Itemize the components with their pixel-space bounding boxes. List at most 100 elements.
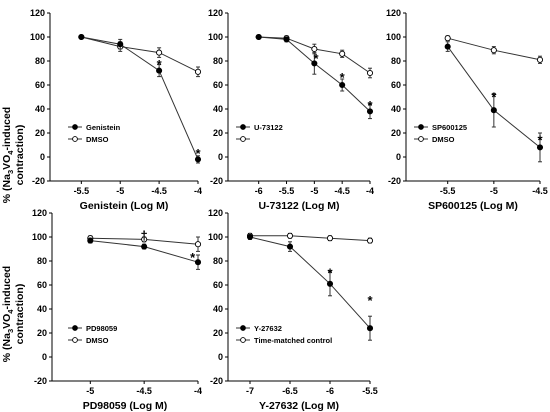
y-tick-label: 80 [391, 56, 401, 66]
chart-panel-4: -20 0 20 40 60 80 100 120 -5 -4.5 -4 PD98059 (Log M… [32, 208, 202, 412]
y-tick-label: 40 [213, 304, 223, 314]
y-tick-label: 80 [37, 256, 47, 266]
x-axis-title: Y-27632 (Log M) [259, 400, 339, 412]
x-tick-label: -5 [310, 186, 318, 196]
y-axis-title-bottom: % (Na3VO4-induced contraction) [1, 266, 26, 362]
data-point [255, 33, 262, 41]
series-line [81, 36, 199, 160]
significance-marker: * [367, 98, 373, 113]
data-point [283, 36, 290, 43]
y-tick-label: 60 [37, 280, 47, 290]
data-point [326, 280, 334, 287]
x-tick-label: -4.5 [334, 186, 350, 196]
x-tick-label: -4 [366, 186, 374, 196]
legend-marker [240, 124, 246, 130]
y-tick-label: 100 [386, 32, 401, 42]
y-tick-label: 20 [37, 328, 47, 338]
legend-label: DMSO [432, 135, 455, 144]
chart-panel-2: -20 0 20 40 60 80 100 120 -6 -5.5 -5 -4.5 -4 U-73122 … [208, 8, 374, 212]
legend-marker [72, 325, 78, 331]
data-point [286, 232, 294, 239]
data-point [78, 33, 85, 41]
chart-panel-5: -20 0 20 40 60 80 100 120 -7 -6.5 -6 -5.5 Y-27632 (L… [208, 208, 378, 412]
legend-marker [418, 136, 424, 142]
y-tick-label: 20 [391, 128, 401, 138]
data-point [194, 156, 202, 163]
x-tick-label: -4.5 [136, 386, 152, 396]
x-tick-label: -7 [246, 386, 254, 396]
x-tick-label: -5 [490, 186, 498, 196]
series-line [250, 235, 371, 242]
data-point [156, 67, 163, 74]
x-tick-label: -5.5 [74, 186, 90, 196]
y-tick-label: 100 [208, 32, 223, 42]
y-tick-label: 40 [37, 304, 47, 314]
data-point [194, 68, 202, 75]
data-point [87, 237, 94, 244]
x-tick-label: -5 [86, 386, 94, 396]
y-axis-title-bottom-line1: % (Na3VO4-induced [1, 266, 15, 362]
y-tick-label: 120 [208, 8, 223, 18]
y-tick-label: 120 [386, 8, 401, 18]
y-tick-label: 60 [213, 80, 223, 90]
data-point [444, 35, 451, 42]
x-axis-title: PD98059 (Log M) [83, 400, 168, 412]
significance-marker: * [313, 51, 319, 66]
legend-label: DMSO [86, 135, 109, 144]
legend-marker [72, 337, 78, 343]
y-tick-label: 0 [218, 152, 223, 162]
x-tick-label: -6.5 [282, 386, 298, 396]
y-tick-label: 0 [42, 352, 47, 362]
y-tick-label: 80 [35, 56, 45, 66]
legend-marker [72, 136, 78, 142]
y-tick-label: -20 [210, 176, 223, 186]
data-point [194, 241, 202, 248]
y-axis-title-top-line1: % (Na3VO4-induced [1, 107, 15, 203]
legend-label: PD98059 [86, 324, 117, 333]
y-tick-label: 0 [40, 152, 45, 162]
data-point [194, 259, 202, 266]
chart-panel-1: -20 0 20 40 60 80 100 120 -5.5 -5 -4.5 -4 Genistein … [30, 8, 202, 212]
legend-marker [240, 337, 246, 343]
data-point [246, 233, 254, 241]
legend-marker [418, 124, 424, 130]
x-tick-label: -6 [326, 386, 334, 396]
legend-label: U-73122 [254, 123, 283, 132]
x-tick-label: -4.5 [151, 186, 167, 196]
significance-marker: * [491, 89, 497, 104]
data-point [141, 236, 148, 243]
y-tick-label: 120 [32, 208, 47, 218]
series-line [249, 236, 371, 329]
y-tick-label: -20 [388, 176, 401, 186]
data-point [366, 237, 374, 244]
x-tick-label: -6 [255, 186, 263, 196]
y-tick-label: 80 [213, 256, 223, 266]
y-tick-label: 60 [391, 80, 401, 90]
y-tick-label: 120 [30, 8, 45, 18]
legend-marker [240, 136, 246, 142]
legend-label: Genistein [86, 123, 121, 132]
y-tick-label: 40 [213, 104, 223, 114]
data-point [311, 60, 318, 67]
x-tick-label: -5.5 [362, 386, 378, 396]
legend-label: Time-matched control [254, 336, 332, 345]
y-tick-label: 60 [35, 80, 45, 90]
x-tick-label: -5.5 [279, 186, 295, 196]
data-point [366, 69, 374, 77]
significance-marker: * [340, 70, 346, 85]
y-tick-label: 80 [213, 56, 223, 66]
data-point [311, 45, 318, 53]
chart-panel-3: -20 0 20 40 60 80 100 120 -5.5 -5 -4.5 SP600125 (Lo… [386, 8, 548, 212]
panels: -20 0 20 40 60 80 100 120 -5.5 -5 -4.5 -4 Genistein … [30, 8, 548, 412]
x-tick-label: -4 [194, 186, 202, 196]
data-point [490, 47, 497, 54]
y-tick-label: 0 [396, 152, 401, 162]
y-tick-label: 100 [208, 232, 223, 242]
y-tick-label: 20 [213, 328, 223, 338]
data-point [339, 81, 346, 89]
data-point [490, 107, 497, 114]
data-point [326, 235, 334, 242]
y-tick-label: -20 [34, 376, 47, 386]
y-tick-label: -20 [32, 176, 45, 186]
data-point [366, 108, 374, 115]
